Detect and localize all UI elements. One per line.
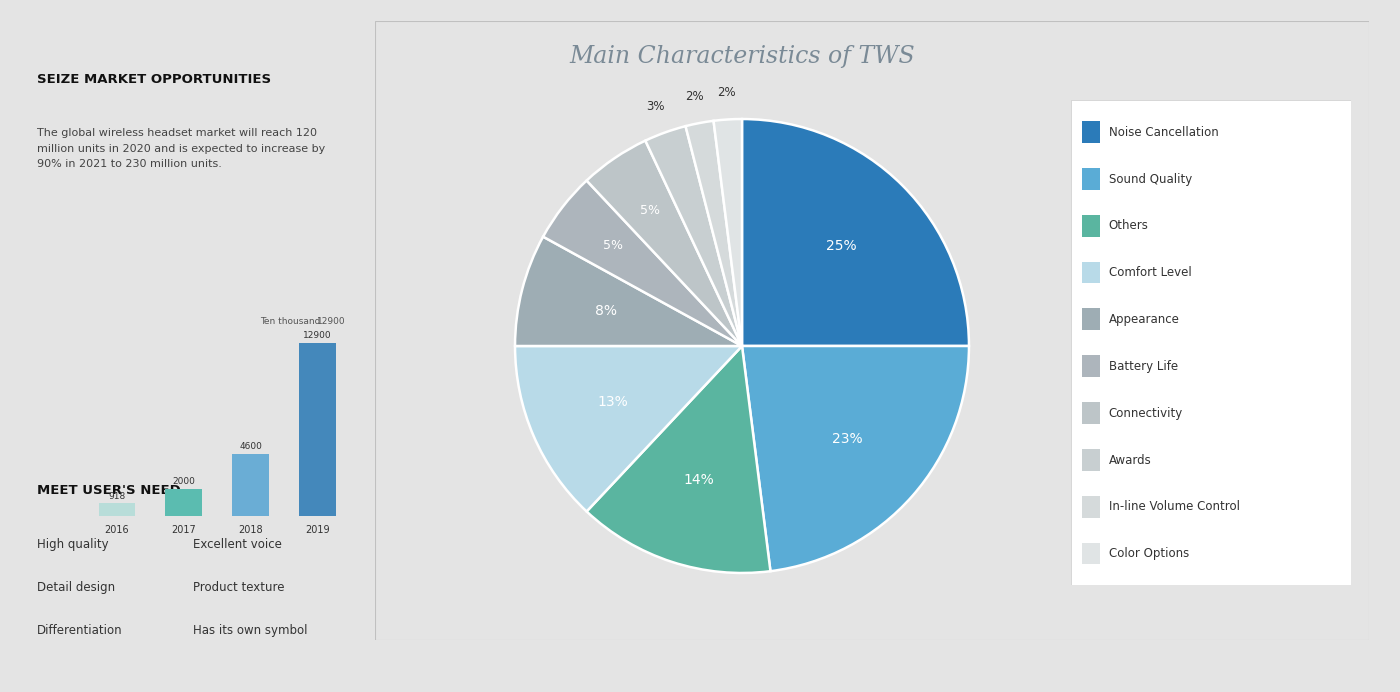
Text: High quality: High quality <box>38 538 109 552</box>
Wedge shape <box>587 140 742 346</box>
Text: Excellent voice: Excellent voice <box>193 538 281 552</box>
Bar <box>1082 309 1100 330</box>
Text: Connectivity: Connectivity <box>1109 407 1183 420</box>
Text: 12900: 12900 <box>302 331 332 340</box>
Text: 2%: 2% <box>685 90 704 103</box>
Text: The global wireless headset market will reach 120
million units in 2020 and is e: The global wireless headset market will … <box>38 128 325 170</box>
Bar <box>98 503 136 516</box>
Bar <box>1082 262 1100 284</box>
Bar <box>1082 449 1100 471</box>
Text: Sound Quality: Sound Quality <box>1109 172 1191 185</box>
Text: 23%: 23% <box>832 432 862 446</box>
Text: Ten thousand: Ten thousand <box>260 318 321 327</box>
Text: 918: 918 <box>108 491 126 500</box>
Wedge shape <box>686 121 742 346</box>
Bar <box>1082 215 1100 237</box>
Bar <box>1082 121 1100 143</box>
Text: 2016: 2016 <box>105 525 129 535</box>
Text: Main Characteristics of TWS: Main Characteristics of TWS <box>570 45 914 68</box>
Text: Detail design: Detail design <box>38 581 115 594</box>
Text: 2019: 2019 <box>305 525 329 535</box>
Bar <box>1082 402 1100 424</box>
Wedge shape <box>543 181 742 346</box>
Text: 8%: 8% <box>595 304 616 318</box>
Text: 25%: 25% <box>826 239 857 253</box>
Text: Differentiation: Differentiation <box>38 624 123 637</box>
Text: Appearance: Appearance <box>1109 313 1180 326</box>
Bar <box>165 489 202 516</box>
Text: Product texture: Product texture <box>193 581 284 594</box>
Wedge shape <box>714 119 742 346</box>
Text: 14%: 14% <box>683 473 714 487</box>
Text: Comfort Level: Comfort Level <box>1109 266 1191 280</box>
Text: MEET USER'S NEED: MEET USER'S NEED <box>38 484 181 498</box>
Text: 5%: 5% <box>640 204 661 217</box>
Text: SEIZE MARKET OPPORTUNITIES: SEIZE MARKET OPPORTUNITIES <box>38 73 272 86</box>
Wedge shape <box>515 237 742 346</box>
Text: 13%: 13% <box>598 395 629 409</box>
Wedge shape <box>742 119 969 346</box>
Text: Battery Life: Battery Life <box>1109 360 1177 373</box>
Text: 5%: 5% <box>603 239 623 253</box>
Text: Noise Cancellation: Noise Cancellation <box>1109 126 1218 139</box>
Bar <box>1082 168 1100 190</box>
Text: In-line Volume Control: In-line Volume Control <box>1109 500 1240 513</box>
Bar <box>232 454 269 516</box>
Bar <box>1082 355 1100 377</box>
Text: Others: Others <box>1109 219 1148 233</box>
Text: 12900: 12900 <box>318 318 346 327</box>
Text: Color Options: Color Options <box>1109 547 1189 561</box>
Text: 2017: 2017 <box>171 525 196 535</box>
Bar <box>1082 495 1100 518</box>
Text: 2000: 2000 <box>172 477 195 486</box>
Wedge shape <box>587 346 770 573</box>
Text: 4600: 4600 <box>239 442 262 451</box>
Wedge shape <box>645 126 742 346</box>
Text: 2018: 2018 <box>238 525 263 535</box>
Text: Awards: Awards <box>1109 453 1152 466</box>
Wedge shape <box>742 346 969 571</box>
Bar <box>1082 543 1100 565</box>
Wedge shape <box>515 346 742 511</box>
Text: 2%: 2% <box>717 86 735 99</box>
Text: 3%: 3% <box>647 100 665 113</box>
Bar <box>300 343 336 516</box>
Text: Has its own symbol: Has its own symbol <box>193 624 308 637</box>
